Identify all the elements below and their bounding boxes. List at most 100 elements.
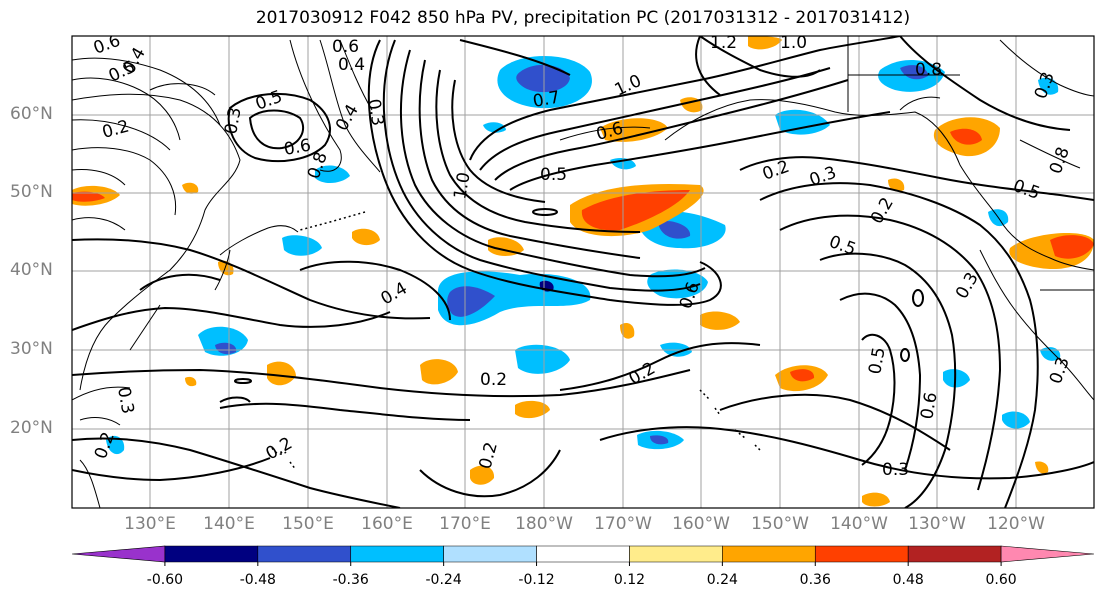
precip-positive-patch bbox=[862, 492, 890, 507]
contour-label: 0.6 bbox=[91, 31, 123, 59]
colorbar-swatch bbox=[536, 545, 630, 563]
colorbar-swatch bbox=[907, 545, 1002, 563]
precip-positive-patch bbox=[620, 323, 635, 339]
colorbar-tick-label: -0.36 bbox=[332, 572, 369, 588]
lon-label-170w: 170°W bbox=[594, 514, 652, 534]
colorbar-tick-label: 0.12 bbox=[613, 572, 646, 588]
colorbar-swatch bbox=[71, 545, 166, 563]
precip-negative-core bbox=[900, 65, 928, 80]
contour-label: 0.2 bbox=[100, 117, 131, 143]
contour-label: 0.2 bbox=[476, 440, 502, 471]
contour-labels: 0.6 0.5 0.4 0.2 0.3 0.5 0.6 0.4 0.6 0.3 … bbox=[91, 31, 1074, 480]
precip-positive-patch bbox=[185, 376, 197, 387]
precip-positive-patch bbox=[267, 361, 296, 386]
contour-label: 0.3 bbox=[363, 97, 387, 127]
precip-positive-patch bbox=[600, 118, 668, 142]
contour-label: 1.0 bbox=[780, 33, 807, 53]
pv-contours bbox=[72, 36, 1094, 508]
precip-positive-core bbox=[581, 190, 690, 231]
contour-label: 0.5 bbox=[1010, 176, 1042, 204]
colorbar-swatch bbox=[164, 545, 259, 563]
precip-negative-patch bbox=[483, 122, 506, 133]
precip-positive-patch bbox=[420, 359, 458, 385]
map-title: 2017030912 F042 850 hPa PV, precipitatio… bbox=[255, 8, 911, 28]
precip-negative-patch bbox=[775, 109, 830, 135]
colorbar bbox=[71, 545, 1095, 566]
contour-label: 0.8 bbox=[915, 60, 942, 80]
contour-label: 0.3 bbox=[882, 460, 909, 480]
precip-positive-core bbox=[950, 128, 982, 145]
contour-label: 0.8 bbox=[1046, 144, 1074, 176]
colorbar-swatch bbox=[722, 545, 816, 563]
precip-negative-core bbox=[215, 342, 237, 355]
precip-positive-patch bbox=[1035, 461, 1049, 474]
precip-negative-patch bbox=[515, 344, 570, 374]
contour-label: 0.6 bbox=[332, 37, 359, 57]
precip-negative-core bbox=[447, 286, 495, 317]
lon-label-130e: 130°E bbox=[124, 514, 176, 534]
precip-positive-patch bbox=[182, 182, 199, 194]
colorbar-tick-label: -0.48 bbox=[239, 572, 276, 588]
lat-label-40n: 40°N bbox=[10, 260, 53, 280]
lon-label-150w: 150°W bbox=[751, 514, 809, 534]
lon-label-180w: 180°W bbox=[515, 514, 573, 534]
colorbar-tick-label: 0.36 bbox=[799, 572, 831, 588]
lat-label-30n: 30°N bbox=[10, 339, 53, 359]
contour-label: 0.4 bbox=[332, 101, 363, 134]
contour-label: 0.3 bbox=[1031, 69, 1059, 101]
colorbar-swatch bbox=[814, 545, 909, 563]
precip-positive-patch bbox=[488, 237, 524, 256]
contour-label: 0.3 bbox=[221, 106, 245, 136]
precip-positive-patch bbox=[515, 400, 550, 419]
precip-negative-patch bbox=[106, 435, 125, 455]
precip-positive-core bbox=[790, 369, 815, 382]
contour-label: 0.2 bbox=[480, 370, 507, 390]
colorbar-tick-label: -0.12 bbox=[518, 572, 555, 588]
contour-label: 1.0 bbox=[450, 171, 474, 201]
coastlines bbox=[72, 36, 1094, 508]
colorbar-tick-label: -0.60 bbox=[146, 572, 184, 588]
lon-label-130w: 130°W bbox=[908, 514, 966, 534]
precip-positive-core bbox=[72, 191, 105, 202]
contour-label: 0.6 bbox=[917, 391, 941, 421]
precip-positive-patch bbox=[700, 311, 740, 330]
colorbar-tick-label: -0.24 bbox=[425, 572, 462, 588]
precip-positive-patch bbox=[352, 228, 380, 246]
precip-positive-patch bbox=[888, 178, 905, 192]
lon-label-150e: 150°E bbox=[282, 514, 334, 534]
contour-label: 0.5 bbox=[865, 346, 889, 376]
precipitation-shading bbox=[72, 36, 1094, 507]
precip-negative-core bbox=[650, 435, 669, 445]
colorbar-swatch bbox=[443, 545, 537, 563]
colorbar-tick-label: 0.48 bbox=[892, 572, 924, 588]
contour-label: 0.2 bbox=[91, 429, 119, 461]
colorbar-tick-label: 0.24 bbox=[706, 572, 738, 588]
lon-label-160w: 160°W bbox=[672, 514, 730, 534]
lon-label-140w: 140°W bbox=[830, 514, 888, 534]
lon-label-140e: 140°E bbox=[203, 514, 255, 534]
precip-positive-patch bbox=[748, 36, 782, 50]
precip-negative-core bbox=[658, 220, 691, 239]
contour-label: 0.3 bbox=[113, 385, 137, 415]
lat-label-50n: 50°N bbox=[10, 182, 53, 202]
contour-label: 0.4 bbox=[378, 278, 411, 309]
colorbar-swatch bbox=[629, 545, 723, 563]
precip-negative-patch bbox=[315, 165, 350, 184]
contour-label: 0.6 bbox=[282, 136, 312, 160]
lon-label-160e: 160°E bbox=[361, 514, 413, 534]
lon-label-120w: 120°W bbox=[987, 514, 1045, 534]
lon-label-170e: 170°E bbox=[439, 514, 491, 534]
lat-label-20n: 20°N bbox=[10, 418, 53, 438]
contour-label: 0.4 bbox=[338, 55, 365, 75]
precip-positive-patch bbox=[470, 465, 495, 485]
precip-positive-core bbox=[1050, 235, 1094, 259]
contour-label: 0.2 bbox=[867, 194, 898, 227]
contour-label: 0.5 bbox=[540, 165, 567, 185]
precip-negative-patch bbox=[282, 235, 322, 256]
colorbar-swatch bbox=[350, 545, 444, 563]
contour-label: 0.3 bbox=[807, 163, 839, 191]
contour-label: 0.7 bbox=[531, 88, 561, 112]
precip-negative-core bbox=[516, 64, 570, 93]
colorbar-tick-label: 0.60 bbox=[985, 572, 1017, 588]
